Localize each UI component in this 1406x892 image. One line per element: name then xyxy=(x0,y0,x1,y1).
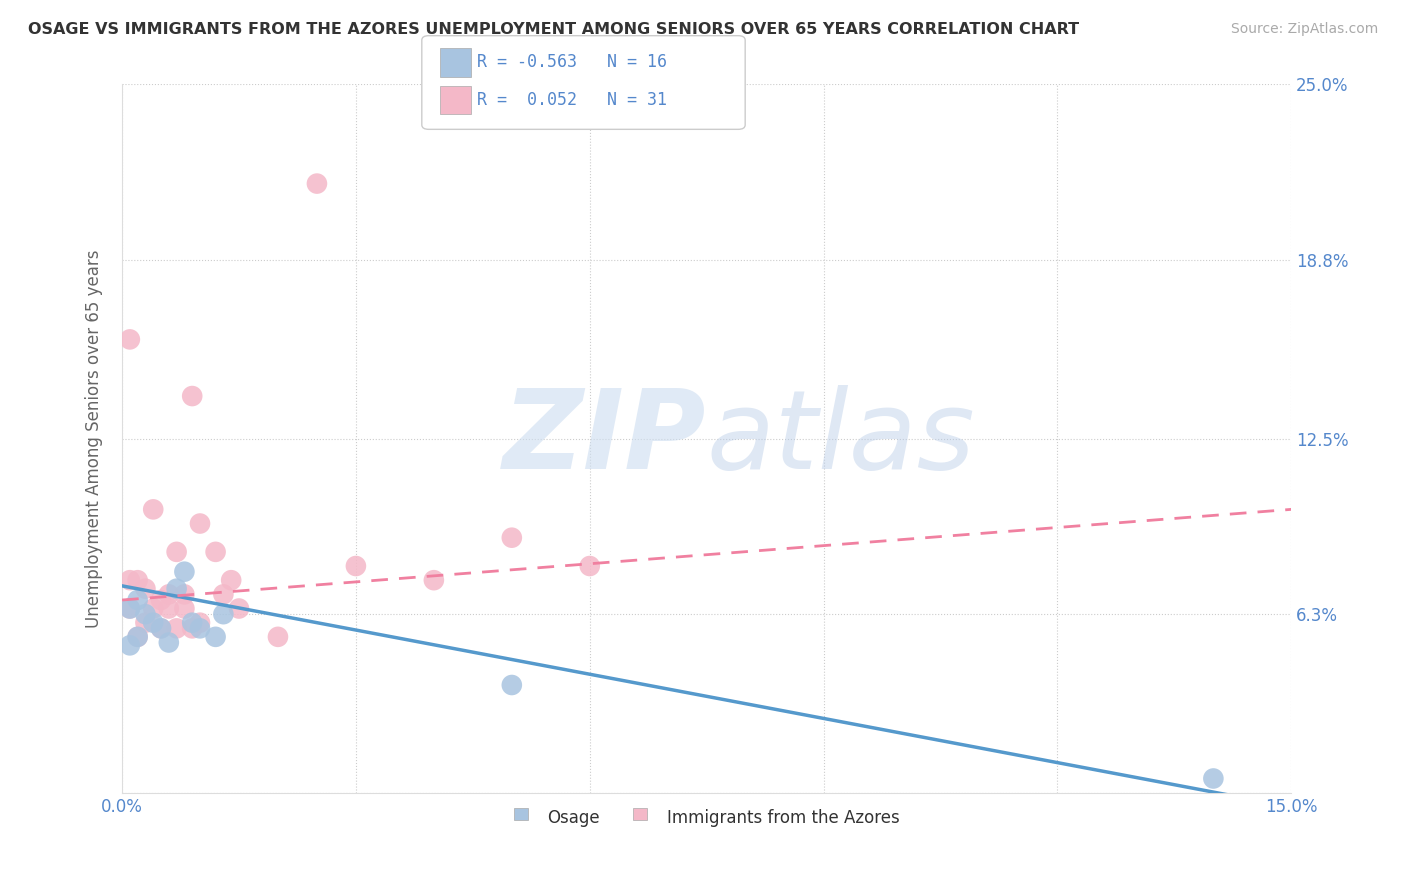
Point xyxy=(188,516,211,531)
Point xyxy=(118,573,141,587)
Point xyxy=(142,615,165,630)
Text: OSAGE VS IMMIGRANTS FROM THE AZORES UNEMPLOYMENT AMONG SENIORS OVER 65 YEARS COR: OSAGE VS IMMIGRANTS FROM THE AZORES UNEM… xyxy=(28,22,1080,37)
Point xyxy=(188,615,211,630)
Point xyxy=(157,587,180,601)
Point xyxy=(134,582,156,596)
Point xyxy=(501,678,523,692)
Text: R = -0.563   N = 16: R = -0.563 N = 16 xyxy=(477,54,666,71)
Point xyxy=(204,545,226,559)
Point xyxy=(166,545,188,559)
Point xyxy=(212,607,235,622)
Point xyxy=(150,593,173,607)
Point xyxy=(173,587,195,601)
Point xyxy=(150,621,173,635)
Point xyxy=(219,573,242,587)
Point xyxy=(501,531,523,545)
Point xyxy=(181,389,204,403)
Point xyxy=(228,601,250,615)
Point xyxy=(134,607,156,622)
Point xyxy=(157,635,180,649)
Text: ZIP: ZIP xyxy=(503,385,707,492)
Text: R =  0.052   N = 31: R = 0.052 N = 31 xyxy=(477,91,666,109)
Point xyxy=(127,593,149,607)
Point xyxy=(1202,772,1225,786)
Point xyxy=(267,630,290,644)
Point xyxy=(118,601,141,615)
Point xyxy=(344,559,367,574)
Point xyxy=(166,582,188,596)
Point xyxy=(127,630,149,644)
Point xyxy=(118,332,141,346)
Point xyxy=(181,615,204,630)
Point xyxy=(173,565,195,579)
Point xyxy=(181,621,204,635)
Legend: Osage, Immigrants from the Azores: Osage, Immigrants from the Azores xyxy=(508,803,905,834)
Point xyxy=(150,621,173,635)
Point xyxy=(578,559,600,574)
Text: atlas: atlas xyxy=(707,385,976,492)
Point xyxy=(212,587,235,601)
Point xyxy=(118,601,141,615)
Point xyxy=(188,621,211,635)
Point xyxy=(118,638,141,652)
Point xyxy=(166,621,188,635)
Point xyxy=(305,177,328,191)
Point xyxy=(142,601,165,615)
Point xyxy=(157,601,180,615)
Point xyxy=(423,573,446,587)
Point xyxy=(173,601,195,615)
Point xyxy=(134,615,156,630)
Text: Source: ZipAtlas.com: Source: ZipAtlas.com xyxy=(1230,22,1378,37)
Y-axis label: Unemployment Among Seniors over 65 years: Unemployment Among Seniors over 65 years xyxy=(86,249,103,628)
Point xyxy=(127,630,149,644)
Point xyxy=(127,573,149,587)
Point xyxy=(204,630,226,644)
Point xyxy=(142,502,165,516)
